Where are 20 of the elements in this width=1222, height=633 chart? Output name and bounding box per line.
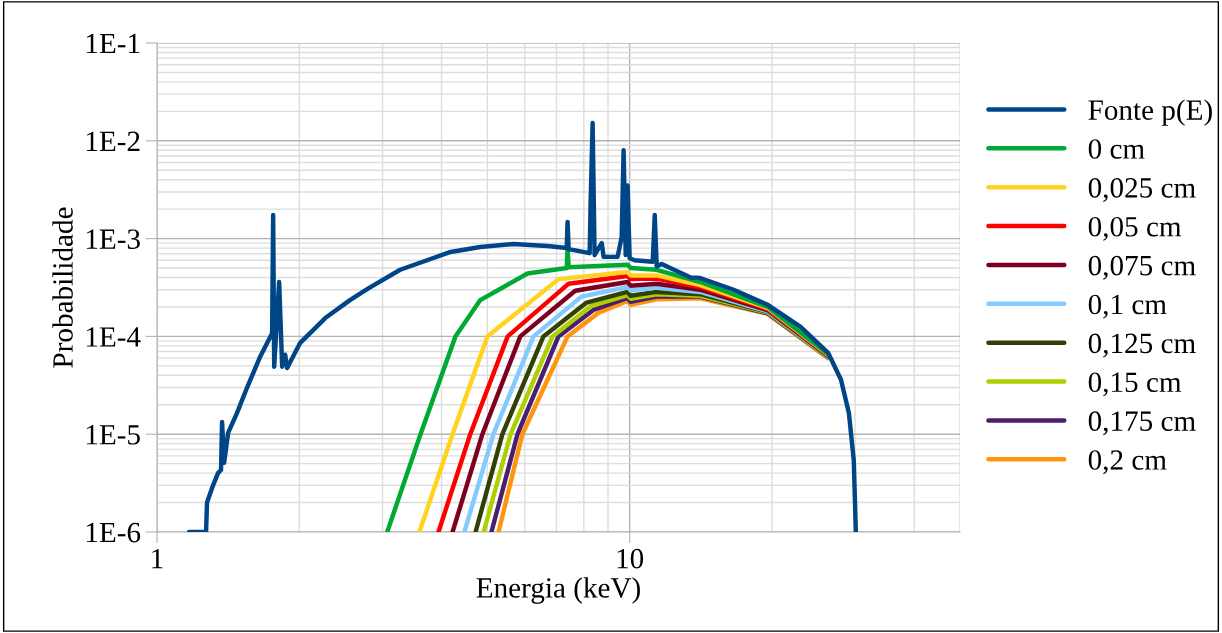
y-tick-label: 1E-1: [86, 33, 140, 54]
legend-label: 0,125 cm: [1088, 333, 1196, 358]
y-tick-label: 1E-6: [86, 522, 141, 543]
legend-label: 0,2 cm: [1088, 450, 1167, 475]
y-tick-label: 1E-4: [86, 327, 141, 347]
y-tick-label: 1E-3: [86, 229, 140, 250]
legend-label: 0,1 cm: [1088, 294, 1167, 319]
legend-label: 0,175 cm: [1088, 411, 1196, 436]
legend-label: 0,15 cm: [1088, 372, 1182, 397]
y-tick-label: 1E-2: [86, 131, 140, 151]
x-tick-label: 1: [152, 548, 163, 569]
x-axis-title: Energia (keV): [476, 577, 640, 604]
legend-label: 0,05 cm: [1088, 216, 1182, 241]
x-tick-label: 10: [617, 548, 644, 569]
legend-label: 0,025 cm: [1088, 178, 1196, 202]
y-axis-title: Probabilidade: [52, 207, 73, 368]
legend-label: 0 cm: [1088, 139, 1145, 159]
y-tick-label: 1E-5: [86, 425, 140, 445]
legend-label: Fonte p(E): [1088, 99, 1212, 126]
legend-label: 0,075 cm: [1088, 255, 1196, 280]
